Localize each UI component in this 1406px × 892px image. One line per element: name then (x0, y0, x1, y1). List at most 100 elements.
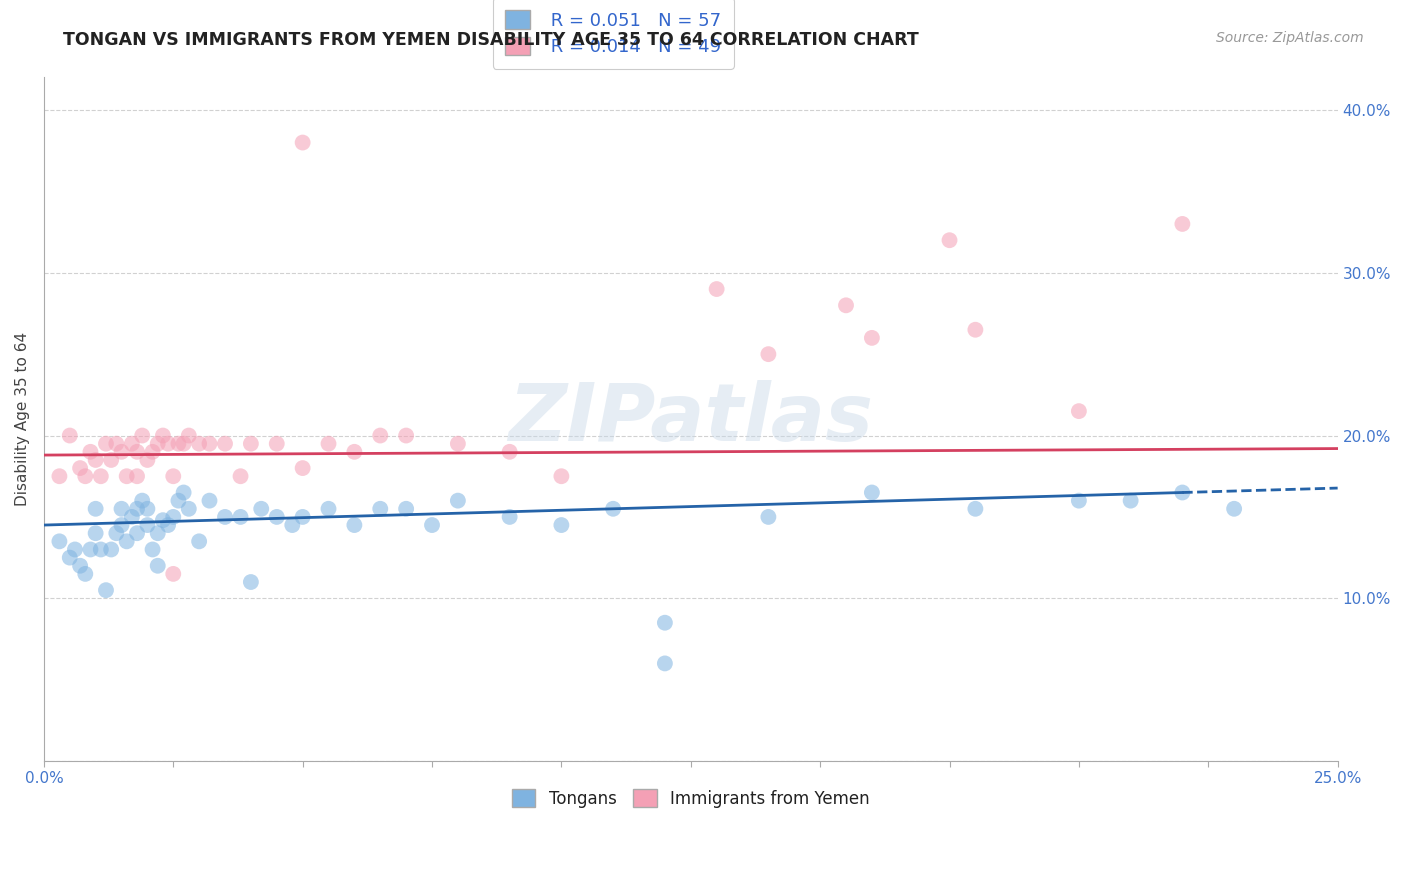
Point (79, 542, 101, 557)
Point (59, 550, 82, 565)
Text: Source: ZipAtlas.com: Source: ZipAtlas.com (1216, 31, 1364, 45)
Point (229, 510, 252, 524)
Point (110, 518, 132, 533)
Point (281, 518, 304, 533)
Point (395, 501, 418, 516)
Point (90, 469, 112, 483)
Point (75, 469, 97, 483)
Point (654, 657, 676, 671)
Point (152, 428, 174, 442)
Point (100, 453, 122, 467)
Point (152, 513, 174, 527)
Point (250, 501, 273, 516)
Point (758, 510, 780, 524)
Point (188, 436, 211, 450)
Point (1067, 404, 1090, 418)
Point (654, 615, 676, 630)
Point (146, 526, 169, 541)
Point (318, 501, 340, 516)
Point (214, 510, 236, 524)
Point (291, 461, 314, 475)
Point (136, 518, 159, 533)
Y-axis label: Disability Age 35 to 64: Disability Age 35 to 64 (15, 332, 30, 507)
Point (131, 493, 153, 508)
Text: ZIPatlas: ZIPatlas (508, 380, 873, 458)
Point (266, 510, 288, 524)
Point (100, 542, 122, 557)
Point (125, 501, 148, 516)
Point (498, 510, 520, 524)
Point (368, 501, 391, 516)
Point (835, 298, 858, 312)
Point (239, 574, 262, 589)
Point (198, 436, 221, 450)
Legend: Tongans, Immigrants from Yemen: Tongans, Immigrants from Yemen (505, 783, 876, 814)
Point (1067, 493, 1090, 508)
Point (115, 469, 138, 483)
Point (105, 436, 128, 450)
Point (395, 428, 418, 442)
Point (94, 583, 117, 598)
Point (136, 453, 159, 467)
Point (550, 518, 572, 533)
Point (173, 485, 195, 500)
Point (69, 558, 91, 573)
Point (115, 534, 138, 549)
Point (1171, 217, 1194, 231)
Point (48, 534, 70, 549)
Point (173, 436, 195, 450)
Point (63, 542, 86, 557)
Point (239, 436, 262, 450)
Point (602, 501, 624, 516)
Point (167, 436, 190, 450)
Point (162, 566, 184, 581)
Point (110, 501, 132, 516)
Point (94, 436, 117, 450)
Point (121, 436, 143, 450)
Point (162, 510, 184, 524)
Point (706, 282, 728, 296)
Point (69, 461, 91, 475)
Point (146, 558, 169, 573)
Point (758, 347, 780, 361)
Point (142, 542, 165, 557)
Point (343, 445, 366, 459)
Point (75, 566, 97, 581)
Point (84, 526, 107, 541)
Point (965, 323, 987, 337)
Point (167, 493, 190, 508)
Point (157, 518, 180, 533)
Point (1223, 501, 1246, 516)
Point (110, 445, 132, 459)
Point (162, 469, 184, 483)
Point (105, 526, 128, 541)
Point (84, 453, 107, 467)
Point (214, 436, 236, 450)
Point (1119, 493, 1142, 508)
Point (447, 493, 470, 508)
Point (965, 501, 987, 516)
Point (229, 469, 252, 483)
Point (420, 518, 443, 533)
Point (177, 428, 200, 442)
Point (498, 445, 520, 459)
Point (860, 331, 883, 345)
Point (188, 534, 211, 549)
Point (198, 493, 221, 508)
Point (157, 436, 180, 450)
Point (177, 501, 200, 516)
Text: TONGAN VS IMMIGRANTS FROM YEMEN DISABILITY AGE 35 TO 64 CORRELATION CHART: TONGAN VS IMMIGRANTS FROM YEMEN DISABILI… (63, 31, 920, 49)
Point (125, 526, 148, 541)
Point (550, 469, 572, 483)
Point (142, 445, 165, 459)
Point (131, 428, 153, 442)
Point (291, 136, 314, 150)
Point (860, 485, 883, 500)
Point (136, 501, 159, 516)
Point (938, 233, 960, 247)
Point (447, 436, 470, 450)
Point (368, 428, 391, 442)
Point (318, 436, 340, 450)
Point (79, 445, 101, 459)
Point (48, 469, 70, 483)
